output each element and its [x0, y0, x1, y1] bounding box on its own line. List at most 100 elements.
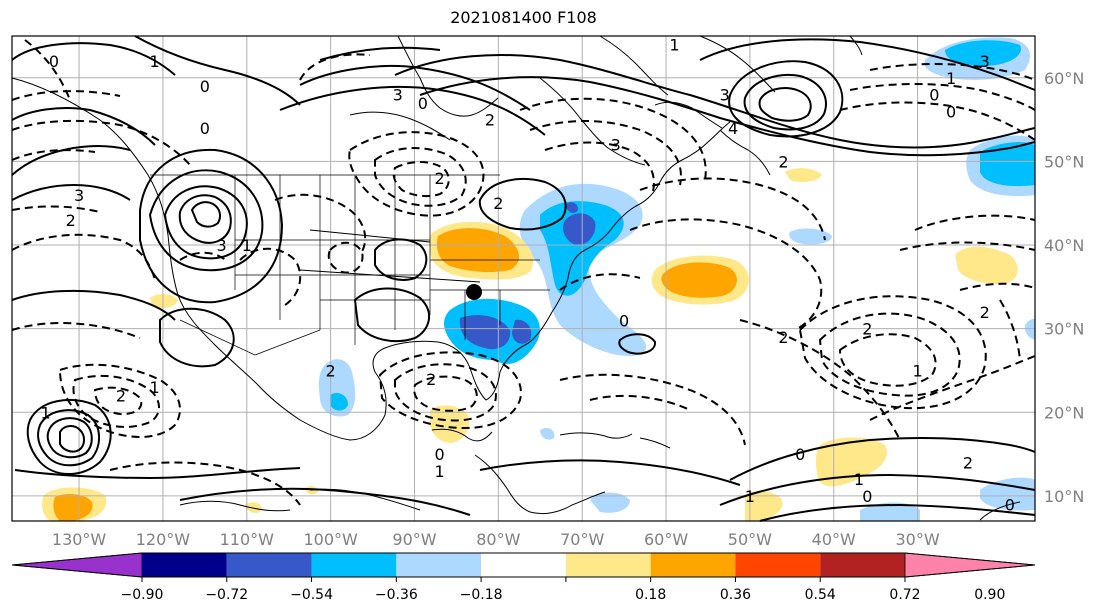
contour-label: 1	[913, 361, 923, 380]
contour-label: 1	[149, 378, 159, 397]
latitude-label: 10°N	[1044, 487, 1084, 506]
contour-label: 3	[217, 236, 227, 255]
contour-label: 1	[946, 69, 956, 88]
colorbar-segment	[142, 553, 227, 577]
positive-anomaly-area	[430, 405, 470, 443]
contour-label: 0	[200, 119, 210, 138]
latitude-label: 40°N	[1044, 236, 1084, 255]
contour-label: 0	[619, 311, 629, 330]
colorbar-segment	[735, 553, 821, 577]
negative-anomaly-area	[459, 315, 511, 350]
negative-anomaly-area	[860, 502, 920, 521]
longitude-label: 100°W	[303, 530, 358, 549]
colorbar-tick-label: 0.36	[720, 587, 751, 603]
negative-anomaly-area	[540, 427, 555, 440]
longitude-label: 120°W	[136, 530, 191, 549]
longitude-labels: 130°W 120°W 110°W 100°W 90°W 80°W 70°W 60°W 50°W…	[52, 530, 940, 549]
contour-label: 0	[435, 445, 445, 464]
contour-label: 2	[426, 370, 436, 389]
contour-label: 3	[74, 186, 84, 205]
colorbar-segment	[904, 552, 1036, 578]
contour-label: 0	[49, 52, 59, 71]
contour-label: 2	[116, 387, 126, 406]
longitude-label: 60°W	[644, 530, 688, 549]
positive-anomaly-area	[661, 262, 737, 298]
colorbar-segment	[11, 552, 143, 578]
negative-anomaly-area	[563, 213, 596, 246]
contour-label: 0	[862, 487, 872, 506]
contour-label: 0	[418, 94, 428, 113]
contour-label: 1	[149, 52, 159, 71]
contour-label: 2	[778, 152, 788, 171]
contour-label: 3	[980, 52, 990, 71]
contour-label: 2	[862, 320, 872, 339]
colorbar-tick-label: −0.54	[290, 587, 333, 603]
colorbar-tick-label: 0.18	[635, 587, 666, 603]
negative-anomaly-area	[1024, 318, 1035, 340]
colorbar-tick-label: 0.90	[974, 587, 1005, 603]
contour-label: 2	[980, 303, 990, 322]
longitude-label: 90°W	[392, 530, 436, 549]
longitude-label: 30°W	[896, 530, 940, 549]
coastlines	[11, 35, 1021, 521]
contour-label: 2	[485, 111, 495, 130]
contour-label: 3	[611, 136, 621, 155]
map-frame	[11, 35, 1036, 522]
colorbar	[11, 552, 1036, 578]
colorbar-segment	[226, 553, 312, 577]
latitude-labels: 60°N 50°N 40°N 30°N 20°N 10°N	[1044, 69, 1084, 506]
contour-label: 1	[854, 470, 864, 489]
dashed-contour-lines	[11, 39, 1036, 506]
negative-anomaly-area	[565, 202, 578, 213]
contour-label: 0	[1005, 495, 1015, 514]
contour-label: 1	[669, 35, 679, 54]
colorbar-segment	[565, 553, 651, 577]
negative-anomaly-area	[980, 477, 1035, 511]
contour-label: 3	[393, 86, 403, 105]
colorbar-tick-label: −0.18	[460, 587, 503, 603]
negative-anomaly-area	[789, 228, 832, 245]
longitude-label: 130°W	[52, 530, 107, 549]
contour-label: 2	[435, 169, 445, 188]
colorbar-tick-label: −0.72	[205, 587, 248, 603]
location-marker	[466, 284, 482, 300]
contour-label: 2	[66, 211, 76, 230]
colorbar-tick-label: 0.54	[805, 587, 836, 603]
colorbar-segment	[481, 553, 566, 577]
contour-label: 4	[728, 119, 738, 138]
longitude-label: 110°W	[220, 530, 275, 549]
longitude-label: 50°W	[728, 530, 772, 549]
contour-label: 3	[720, 86, 730, 105]
colorbar-segment	[311, 553, 397, 577]
negative-anomaly-area	[590, 492, 630, 513]
colorbar-segment	[820, 553, 905, 577]
negative-anomaly-area	[330, 393, 348, 411]
longitude-label: 80°W	[476, 530, 520, 549]
latitude-label: 50°N	[1044, 152, 1084, 171]
contour-label: 1	[242, 236, 252, 255]
contour-label: 0	[946, 102, 956, 121]
colorbar-segment	[650, 553, 736, 577]
latitude-label: 60°N	[1044, 69, 1084, 88]
colorbar-tick-label: −0.90	[121, 587, 164, 603]
map-title: 2021081400 F108	[450, 8, 597, 27]
longitude-label: 40°W	[812, 530, 856, 549]
lat-lon-grid	[12, 36, 1035, 521]
colorbar-segment	[396, 553, 482, 577]
contour-lines	[11, 35, 1036, 522]
positive-anomaly-area	[245, 502, 262, 513]
positive-anomaly-area	[150, 294, 178, 308]
negative-anomaly-area	[512, 319, 532, 344]
contour-label: 1	[435, 462, 445, 481]
contour-label: 0	[929, 86, 939, 105]
positive-anomaly-area	[955, 246, 1018, 285]
contour-label: 0	[200, 77, 210, 96]
contour-label: 2	[493, 194, 503, 213]
positive-anomaly-area	[53, 494, 93, 521]
latitude-label: 30°N	[1044, 320, 1084, 339]
contour-label: 1	[745, 487, 755, 506]
contour-label: 0	[795, 445, 805, 464]
